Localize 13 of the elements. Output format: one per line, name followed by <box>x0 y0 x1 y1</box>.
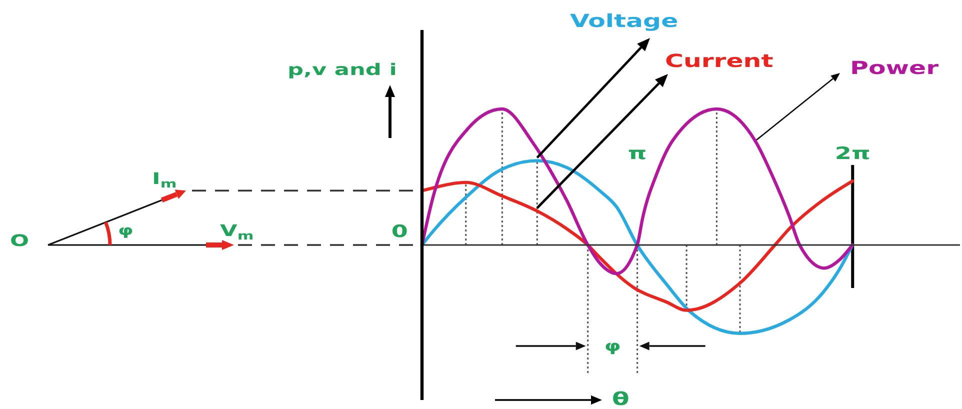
x-tick-label: 2π <box>834 143 870 164</box>
text: φ <box>118 222 134 240</box>
text: Current <box>665 51 774 72</box>
text: V$_{m}$ <box>220 221 254 242</box>
text: O <box>10 231 30 250</box>
text: I$_{m}$ <box>152 169 177 190</box>
annotation: 0 <box>391 221 408 242</box>
x-axis-title: θ <box>612 389 630 409</box>
text: Power <box>850 58 939 79</box>
text: φ <box>604 338 621 356</box>
x-tick-label: π <box>628 143 647 164</box>
y-axis-title: p,v and i <box>287 60 397 80</box>
text: Voltage <box>570 11 678 32</box>
